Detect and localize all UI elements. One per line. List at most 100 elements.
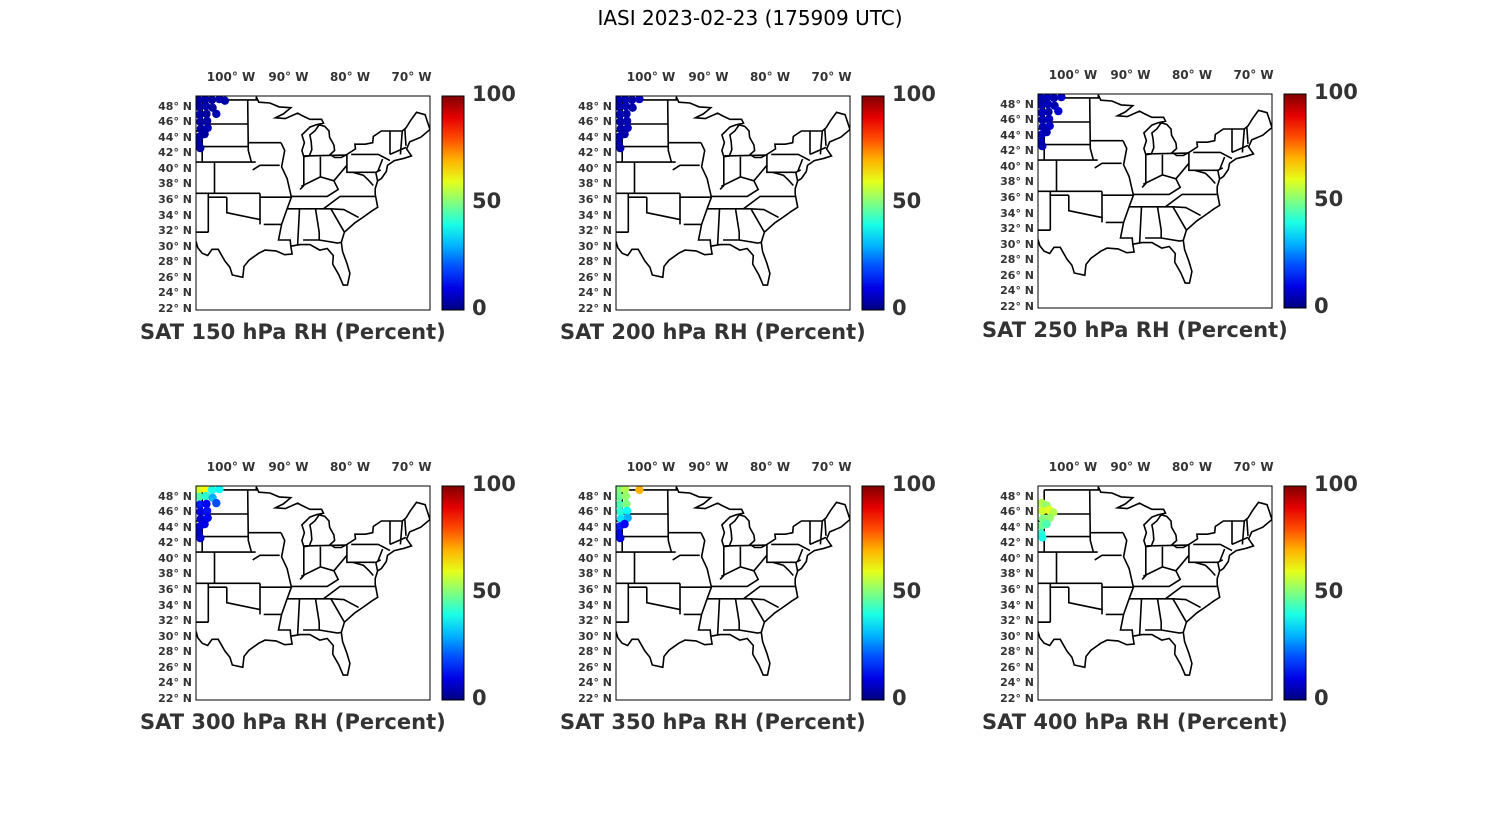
state-border xyxy=(1217,562,1221,572)
lat-tick-label: 44° N xyxy=(158,130,192,144)
state-border xyxy=(319,239,342,244)
obs-point xyxy=(622,499,631,509)
state-border xyxy=(291,566,340,588)
state-border xyxy=(303,598,320,631)
colorbar-tick-label: 100 xyxy=(892,472,936,496)
state-border xyxy=(1068,587,1103,611)
lat-tick-label: 48° N xyxy=(578,99,612,113)
lon-tick-label: 90° W xyxy=(268,460,309,474)
state-border xyxy=(1138,206,1143,244)
lon-tick-label: 70° W xyxy=(811,70,852,84)
state-border xyxy=(376,158,384,172)
state-border xyxy=(1145,598,1162,631)
lat-tick-label: 22° N xyxy=(158,302,192,315)
lat-tick-label: 24° N xyxy=(578,676,612,690)
state-border xyxy=(1145,206,1162,239)
state-border xyxy=(351,153,391,162)
state-border xyxy=(303,208,320,241)
lon-tick-label: 80° W xyxy=(749,460,791,474)
obs-point xyxy=(201,486,210,494)
state-border xyxy=(333,164,348,182)
colorbar-tick-label: 50 xyxy=(1314,187,1344,211)
obs-point xyxy=(196,500,204,509)
state-border xyxy=(226,587,261,611)
lat-tick-label: 40° N xyxy=(1000,551,1034,565)
colorbar xyxy=(1283,485,1307,701)
obs-point xyxy=(196,143,205,153)
map-frame xyxy=(615,485,851,701)
state-border xyxy=(246,99,253,163)
obs-point xyxy=(635,96,644,104)
lat-tick-label: 32° N xyxy=(1000,614,1034,628)
obs-point xyxy=(196,102,204,112)
state-border xyxy=(352,171,374,187)
lat-tick-label: 34° N xyxy=(158,598,192,612)
colorbar-tick-label: 100 xyxy=(472,82,516,106)
state-border xyxy=(1194,169,1216,185)
map-svg xyxy=(1037,93,1307,309)
state-border xyxy=(771,153,811,162)
obs-point xyxy=(1042,519,1051,529)
lat-tick-label: 24° N xyxy=(1000,284,1034,298)
lon-tick-label: 90° W xyxy=(1110,460,1151,474)
state-border xyxy=(1188,152,1224,172)
state-border xyxy=(330,598,346,623)
state-border xyxy=(299,545,305,580)
state-border xyxy=(351,543,391,552)
figure-title: IASI 2023-02-23 (175909 UTC) xyxy=(597,6,903,30)
state-border xyxy=(697,142,713,247)
lat-tick-label: 22° N xyxy=(578,302,612,315)
state-border xyxy=(1068,195,1103,219)
lat-tick-label: 46° N xyxy=(158,115,192,129)
state-border xyxy=(1161,629,1184,634)
lat-tick-label: 28° N xyxy=(158,255,192,269)
state-border xyxy=(404,518,407,536)
obs-point xyxy=(1045,513,1054,523)
state-border xyxy=(1175,554,1190,572)
obs-point xyxy=(616,102,624,112)
state-border xyxy=(819,520,824,545)
lon-tick-label: 80° W xyxy=(749,70,791,84)
lat-tick-label: 26° N xyxy=(578,660,612,674)
lat-tick-label: 28° N xyxy=(578,255,612,269)
obs-point xyxy=(200,129,209,139)
obs-point xyxy=(616,492,624,502)
map-frame xyxy=(195,485,431,701)
state-border xyxy=(399,520,404,545)
map-svg xyxy=(195,485,465,701)
state-border xyxy=(743,598,779,609)
lat-tick-label: 36° N xyxy=(158,583,192,597)
obs-point xyxy=(201,101,211,111)
state-border xyxy=(646,197,681,221)
lat-tick-label: 46° N xyxy=(578,505,612,519)
state-border xyxy=(672,554,700,561)
lat-tick-label: 30° N xyxy=(158,239,192,253)
panel-caption: SAT 200 hPa RH (Percent) xyxy=(560,320,866,344)
state-border xyxy=(706,195,796,210)
map-content xyxy=(196,486,430,676)
obs-point xyxy=(1057,94,1066,102)
state-border xyxy=(1119,140,1135,245)
state-border xyxy=(716,208,721,246)
state-border xyxy=(723,208,740,241)
state-border xyxy=(1246,126,1249,144)
panel-caption: SAT 400 hPa RH (Percent) xyxy=(982,710,1288,734)
state-border xyxy=(404,128,407,146)
state-border xyxy=(723,598,740,631)
state-border xyxy=(1161,237,1184,242)
lat-tick-label: 32° N xyxy=(578,614,612,628)
map-frame xyxy=(1037,485,1273,701)
lat-tick-label: 36° N xyxy=(578,193,612,207)
obs-point xyxy=(616,110,624,119)
coastline xyxy=(196,486,430,676)
state-border xyxy=(246,489,253,553)
state-border xyxy=(796,548,804,562)
obs-point xyxy=(1038,115,1047,124)
lat-tick-label: 26° N xyxy=(158,660,192,674)
state-border xyxy=(399,130,404,155)
state-border xyxy=(819,130,824,155)
state-border xyxy=(286,195,376,210)
lon-tick-label: 80° W xyxy=(329,460,371,474)
obs-point xyxy=(620,519,629,529)
obs-point xyxy=(196,533,205,543)
